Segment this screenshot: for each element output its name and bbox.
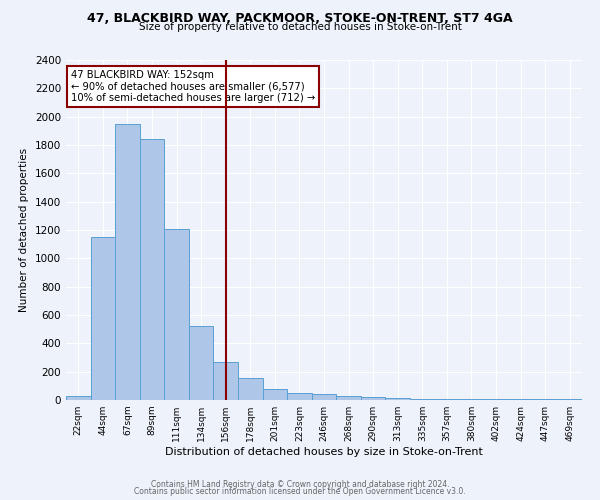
Bar — [66, 396, 91, 400]
Text: Contains HM Land Registry data © Crown copyright and database right 2024.: Contains HM Land Registry data © Crown c… — [151, 480, 449, 489]
Bar — [238, 378, 263, 400]
Bar — [214, 362, 238, 400]
Text: Contains public sector information licensed under the Open Government Licence v3: Contains public sector information licen… — [134, 487, 466, 496]
Text: Size of property relative to detached houses in Stoke-on-Trent: Size of property relative to detached ho… — [139, 22, 461, 32]
Bar — [361, 397, 385, 400]
Y-axis label: Number of detached properties: Number of detached properties — [19, 148, 29, 312]
Bar — [91, 237, 115, 400]
Bar — [385, 398, 410, 400]
Bar — [164, 228, 189, 400]
Bar — [336, 396, 361, 400]
Text: 47, BLACKBIRD WAY, PACKMOOR, STOKE-ON-TRENT, ST7 4GA: 47, BLACKBIRD WAY, PACKMOOR, STOKE-ON-TR… — [87, 12, 513, 26]
Bar — [312, 394, 336, 400]
Bar — [434, 398, 459, 400]
Bar — [287, 393, 312, 400]
X-axis label: Distribution of detached houses by size in Stoke-on-Trent: Distribution of detached houses by size … — [165, 447, 483, 457]
Bar — [263, 388, 287, 400]
Bar — [189, 326, 214, 400]
Bar — [140, 140, 164, 400]
Text: 47 BLACKBIRD WAY: 152sqm
← 90% of detached houses are smaller (6,577)
10% of sem: 47 BLACKBIRD WAY: 152sqm ← 90% of detach… — [71, 70, 316, 103]
Bar — [410, 398, 434, 400]
Bar — [115, 124, 140, 400]
